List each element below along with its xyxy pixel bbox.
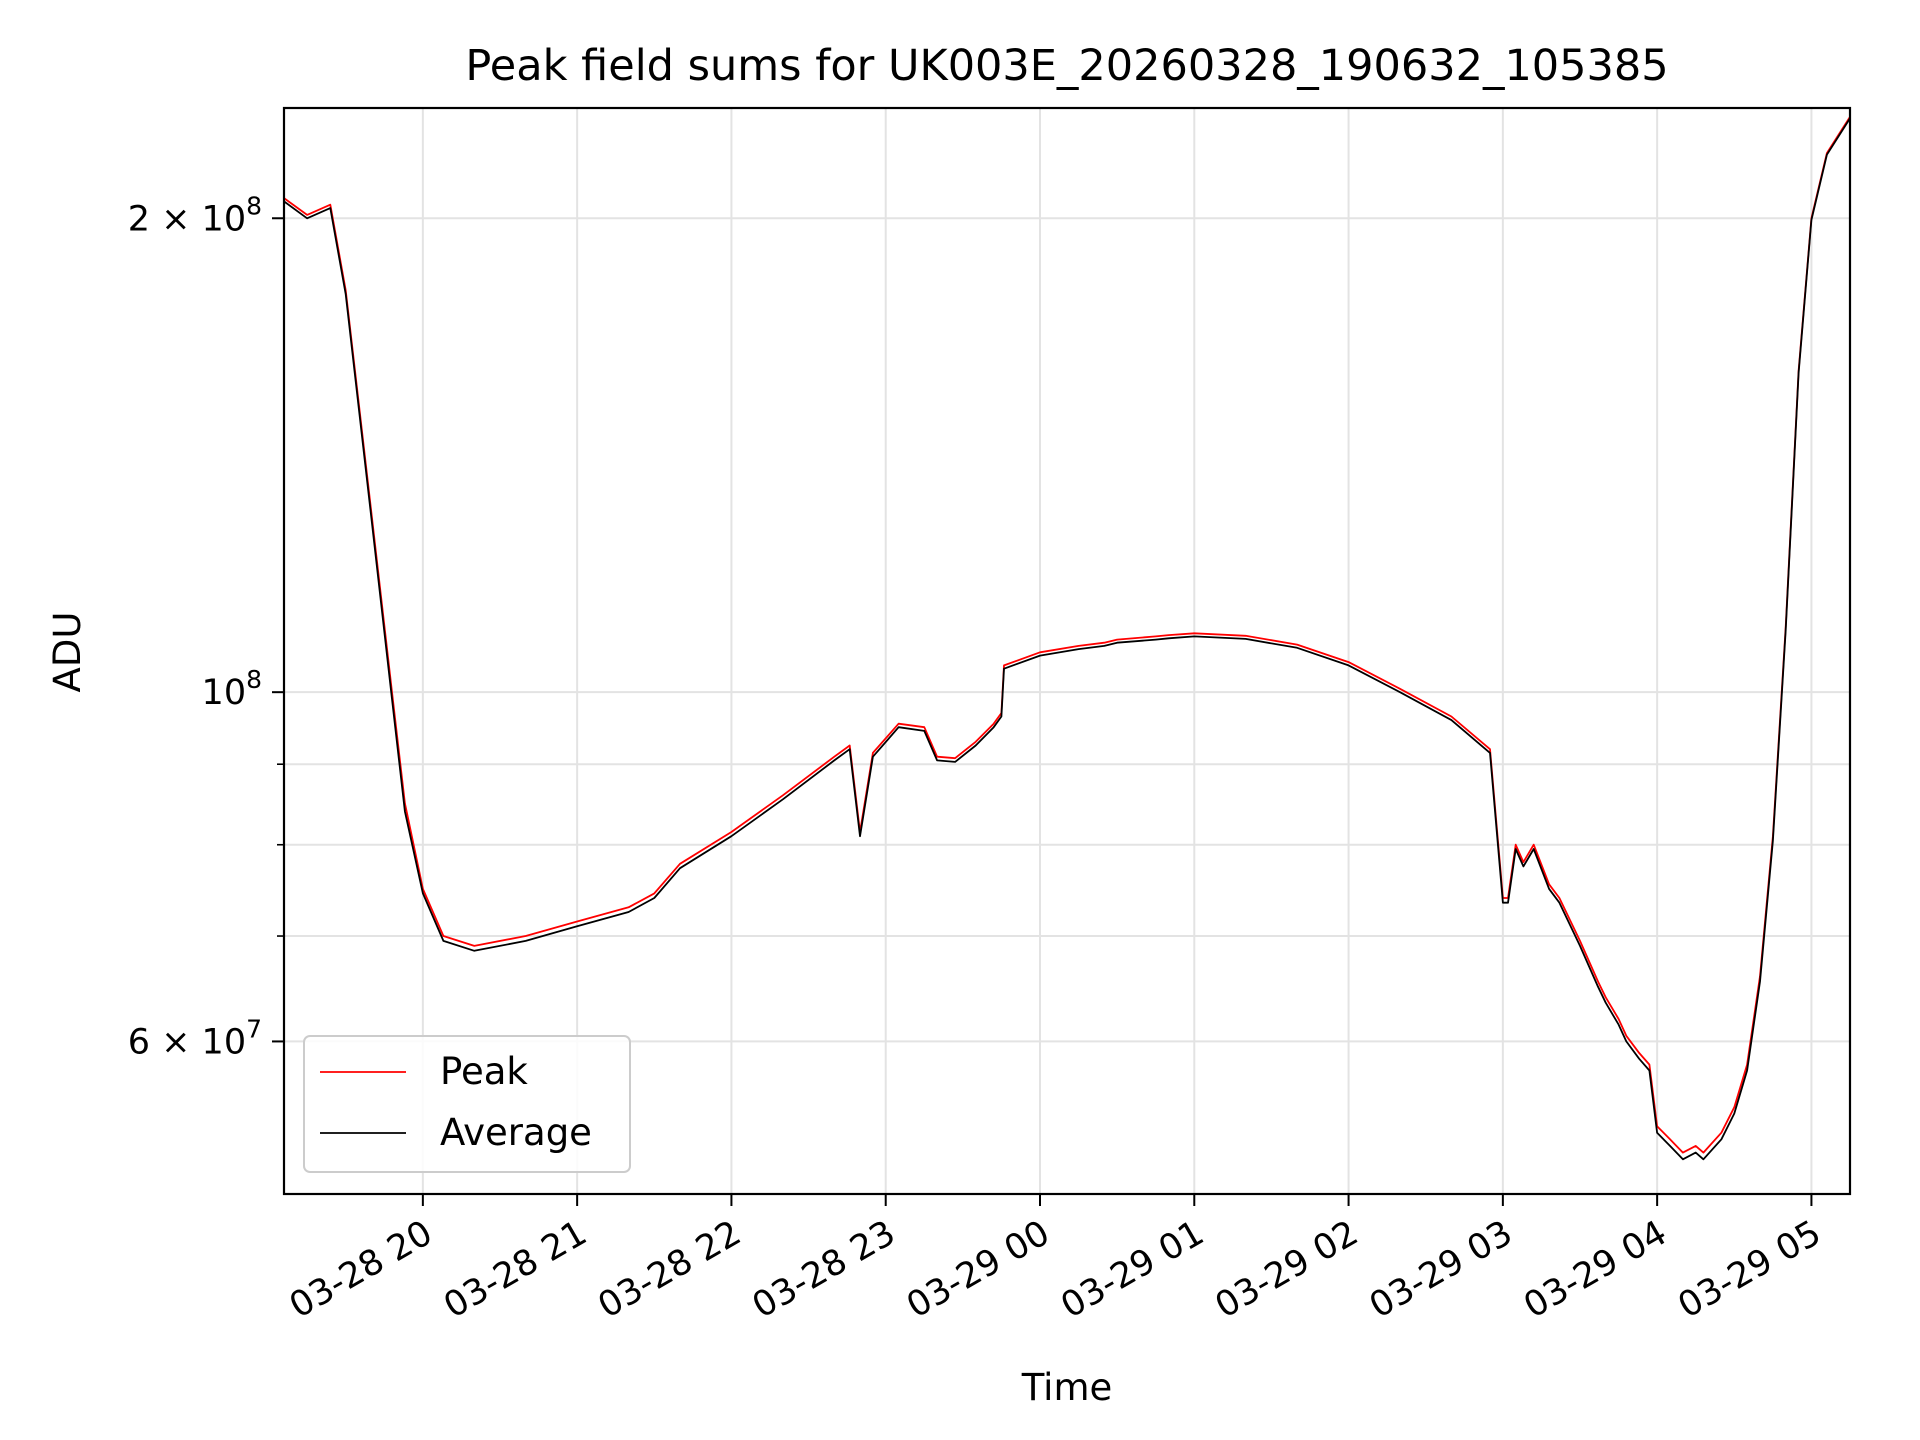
x-tick-label: 03-29 02	[1209, 1213, 1365, 1326]
x-tick-label: 03-28 23	[746, 1213, 902, 1326]
x-tick-label: 03-29 01	[1054, 1213, 1210, 1326]
series-line-peak	[284, 116, 1850, 1154]
series-line-average	[284, 117, 1850, 1161]
y-tick-label: 108	[202, 665, 262, 713]
y-ticks: 2 × 108 108 6 × 107	[128, 191, 284, 1062]
x-tick-label: 03-29 00	[900, 1213, 1056, 1326]
legend-label-peak: Peak	[440, 1050, 528, 1093]
grid	[284, 108, 1850, 1194]
chart-title: Peak field sums for UK003E_20260328_1906…	[465, 41, 1668, 91]
x-tick-label: 03-28 22	[592, 1213, 748, 1326]
x-tick-label: 03-28 21	[437, 1213, 593, 1326]
x-tick-label: 03-29 05	[1672, 1213, 1828, 1326]
legend: Peak Average	[303, 1035, 631, 1173]
x-axis-label: Time	[1021, 1366, 1113, 1409]
y-tick-label: 6 × 107	[128, 1014, 262, 1062]
series-layer	[284, 116, 1850, 1161]
y-tick-label: 2 × 108	[128, 191, 262, 239]
x-tick-label: 03-29 04	[1517, 1213, 1673, 1326]
legend-label-average: Average	[440, 1111, 592, 1154]
x-tick-label: 03-28 20	[283, 1213, 439, 1326]
axes-frame	[282, 106, 1852, 1196]
legend-box	[303, 1035, 631, 1173]
x-tick-label: 03-29 03	[1363, 1213, 1519, 1326]
y-axis-label: ADU	[46, 612, 89, 693]
